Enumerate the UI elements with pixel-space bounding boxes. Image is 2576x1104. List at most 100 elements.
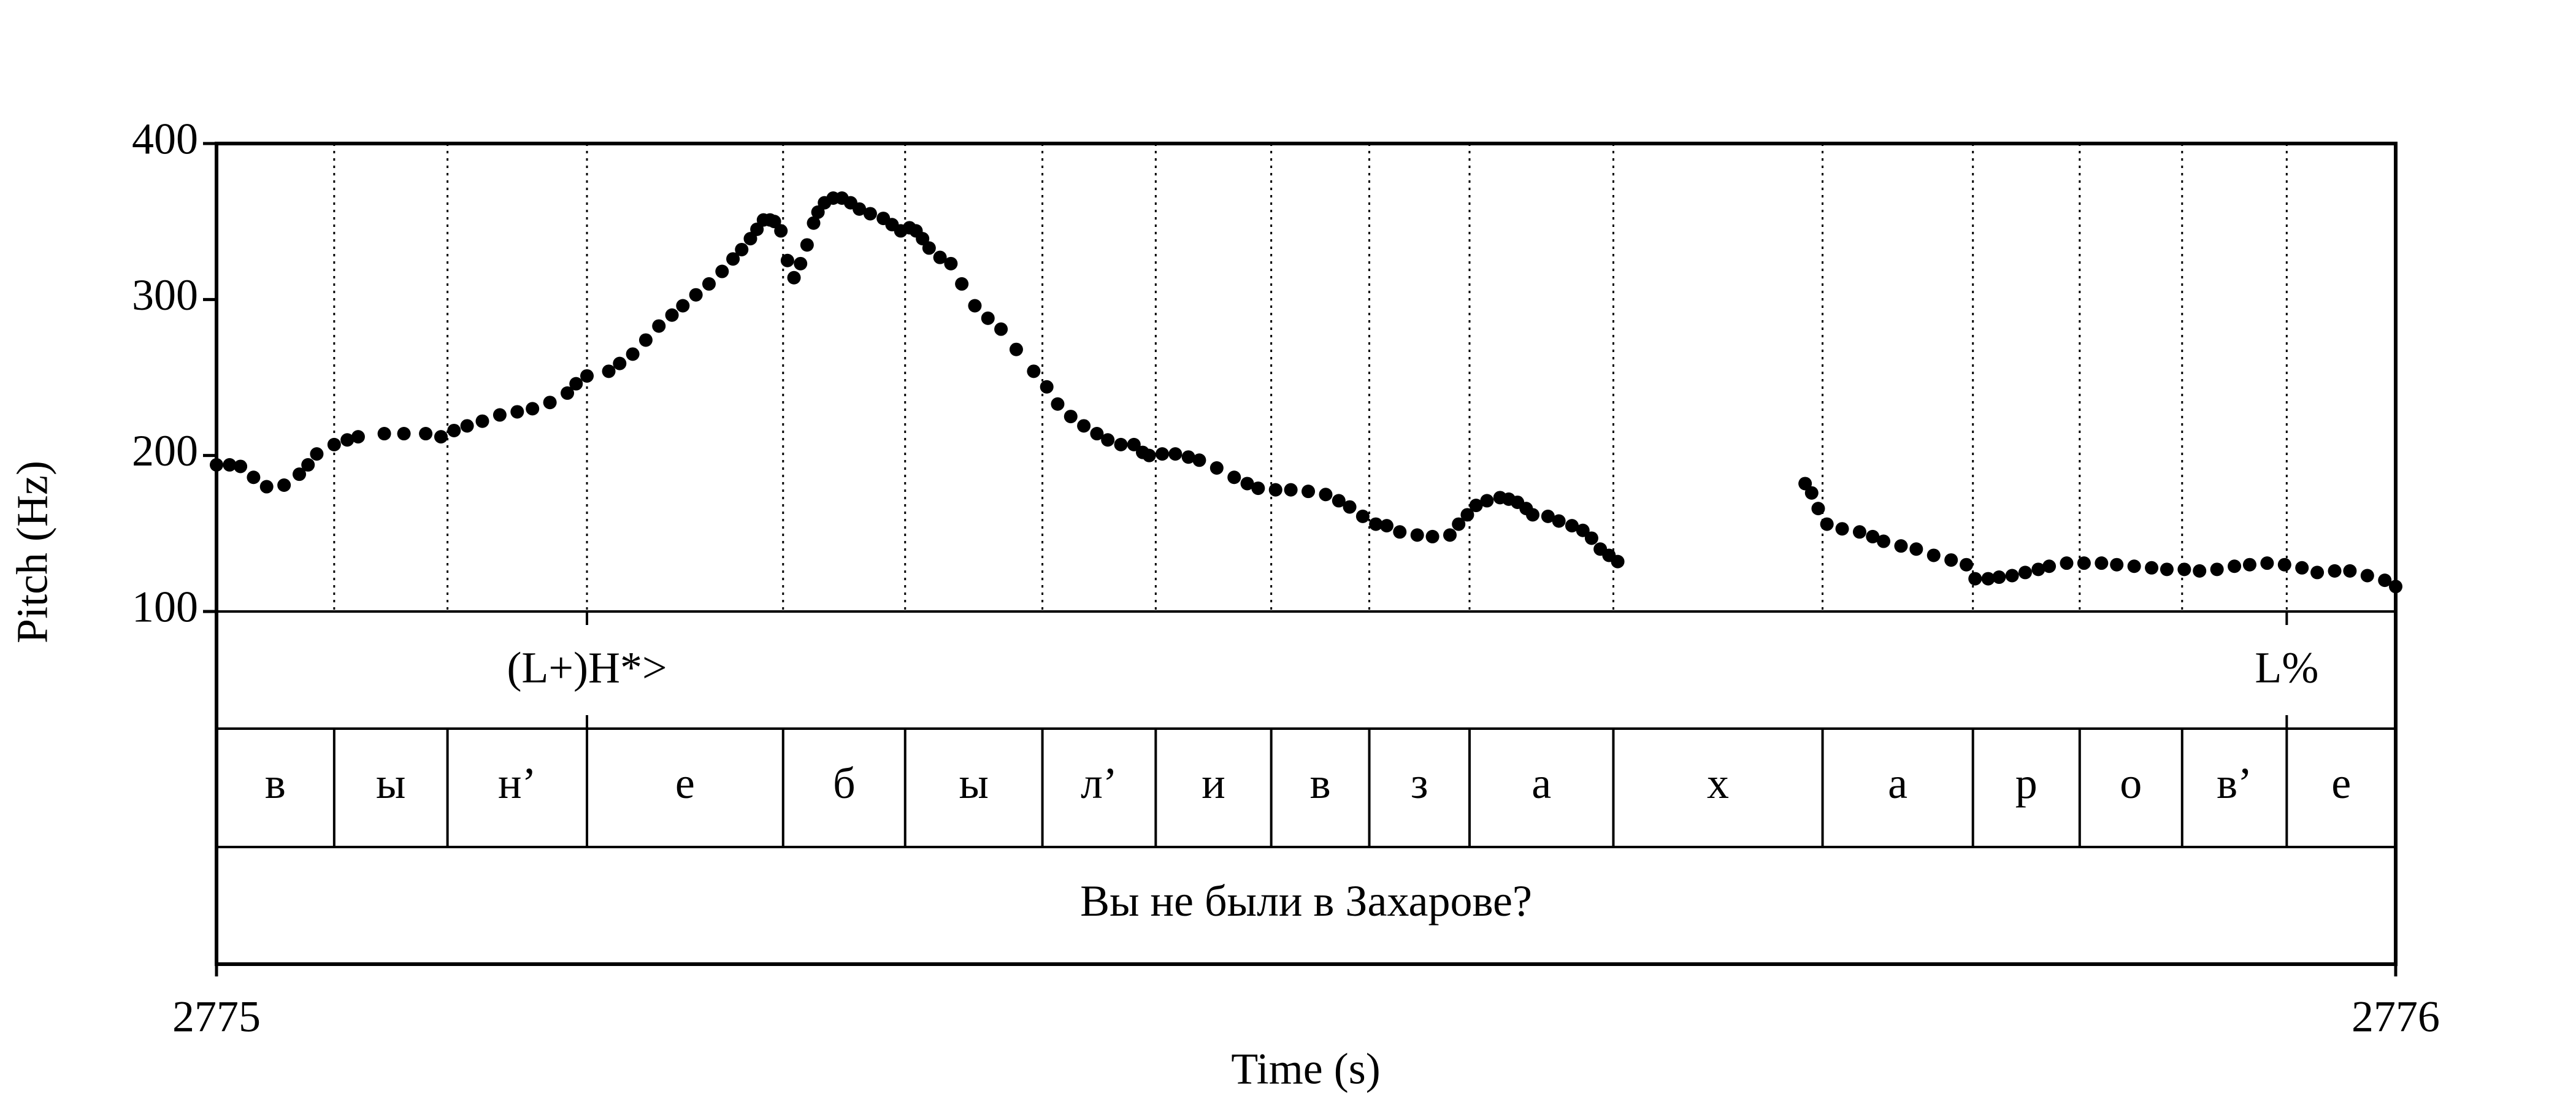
pitch-point (1156, 447, 1170, 461)
pitch-point (293, 467, 307, 481)
pitch-point (794, 256, 808, 270)
pitch-point (602, 364, 616, 378)
pitch-point (259, 480, 274, 494)
pitch-point (2228, 559, 2242, 573)
pitch-point (2042, 559, 2057, 573)
pitch-point (1611, 554, 1625, 569)
pitch-point (2343, 564, 2357, 578)
pitch-point (351, 430, 365, 444)
pitch-point (1425, 529, 1439, 543)
pitch-point (419, 427, 433, 441)
pitch-point (1268, 483, 1282, 497)
pitch-point (652, 319, 666, 333)
pitch-point (780, 253, 794, 267)
pitch-point (2177, 562, 2191, 577)
pitch-point (1968, 572, 1982, 586)
pitch-point (807, 216, 821, 230)
pitch-point (1101, 433, 1115, 447)
pitch-point (1284, 483, 1298, 497)
pitch-point (2310, 565, 2325, 580)
interval-label: е (675, 759, 695, 808)
pitch-point (1852, 525, 1866, 539)
pitch-point (223, 458, 237, 472)
pitch-point (1369, 517, 1383, 531)
interval-label: в’ (2217, 759, 2252, 808)
pitch-point (2360, 569, 2374, 583)
pitch-point (1992, 570, 2006, 585)
pitch-point (526, 402, 540, 416)
pitch-point (1877, 534, 1891, 548)
pitch-point (994, 322, 1008, 336)
pitch-point (1866, 529, 1880, 543)
pitch-point (2378, 573, 2392, 588)
pitch-point (2210, 562, 2224, 577)
pitch-point (676, 299, 690, 313)
pitch-point (447, 423, 461, 437)
pitch-point (1240, 477, 1254, 491)
pitch-point (247, 470, 261, 485)
pitch-point (853, 202, 867, 216)
interval-label: ы (959, 759, 988, 808)
y-tick-label: 200 (132, 426, 198, 475)
y-axis-label: Pitch (Hz) (8, 461, 57, 643)
tone-label: (L+)H*> (507, 643, 667, 692)
pitch-point (955, 277, 969, 291)
pitch-point (2031, 562, 2045, 577)
pitch-point (301, 458, 315, 472)
pitch-point (493, 408, 507, 422)
pitch-point (460, 419, 474, 433)
interval-label: и (1202, 759, 1225, 808)
pitch-point (1443, 528, 1457, 542)
interval-label: л’ (1081, 759, 1117, 808)
pitch-point (1576, 523, 1590, 537)
pitch-point (1319, 488, 1333, 502)
pitch-point (1960, 558, 1974, 572)
y-tick-label: 100 (132, 583, 198, 632)
pitch-point (726, 252, 740, 266)
pitch-point (743, 232, 757, 246)
pitch-point (434, 430, 448, 444)
pitch-point (767, 215, 781, 229)
pitch-point (1051, 397, 1065, 411)
interval-label: а (1888, 759, 1907, 808)
pitch-point (1192, 453, 1206, 467)
pitch-point (922, 241, 936, 255)
pitch-point (1526, 508, 1540, 522)
pitch-point (1909, 542, 1923, 556)
interval-label: б (833, 759, 856, 808)
pitch-point (638, 333, 653, 347)
pitch-point (2242, 558, 2256, 572)
pitch-point (750, 222, 764, 236)
pitch-point (1393, 525, 1407, 539)
pitch-point (1027, 364, 1041, 378)
interval-label: ы (376, 759, 405, 808)
pitch-point (1480, 494, 1494, 508)
pitch-point (1332, 494, 1346, 508)
pitch-point (1460, 508, 1474, 522)
pitch-point (234, 459, 248, 473)
interval-label: в (1310, 759, 1331, 808)
pitch-point (340, 433, 355, 447)
pitch-point (397, 427, 411, 441)
pitch-point (543, 396, 557, 410)
pitch-point (1090, 427, 1104, 441)
interval-label: р (2015, 759, 2037, 808)
pitch-point (1355, 509, 1370, 523)
pitch-point (327, 437, 341, 451)
pitch-point (1981, 572, 1995, 586)
pitch-point (863, 207, 877, 221)
pitch-point (580, 369, 594, 383)
interval-label: х (1707, 759, 1729, 808)
pitch-point (787, 270, 801, 285)
x-tick-label: 2775 (172, 992, 261, 1041)
pitch-point (2018, 565, 2032, 580)
pitch-point (2095, 556, 2109, 570)
pitch-point (1820, 517, 1834, 531)
pitch-point (774, 224, 788, 238)
tone-label: L% (2255, 643, 2318, 692)
pitch-point (1811, 502, 1825, 516)
pitch-point (981, 311, 995, 325)
pitch-point (2295, 561, 2309, 575)
pitch-point (1009, 342, 1023, 356)
